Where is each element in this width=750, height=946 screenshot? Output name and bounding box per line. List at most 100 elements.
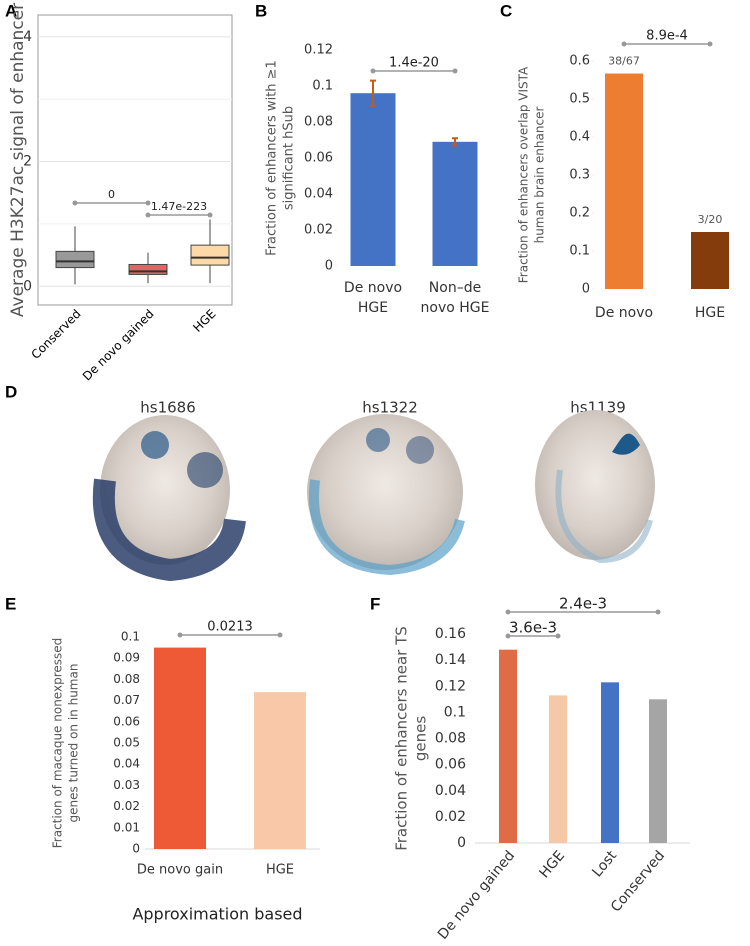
x-tick-label: Lost: [589, 847, 620, 880]
x-tick-label: HGE: [358, 300, 388, 316]
y-tick-label: 0.5: [569, 92, 590, 107]
y-tick-label: 0: [23, 278, 32, 294]
y-tick-label: 0.01: [113, 820, 140, 834]
annotation: 1.47e-223: [151, 200, 207, 213]
y-axis-label: genes: [412, 716, 430, 761]
annotation-dot: [72, 200, 78, 206]
annotation: 0.0213: [207, 620, 253, 635]
x-tick-label: HGE: [190, 307, 218, 335]
annotation: 1.4e-20: [389, 56, 439, 71]
x-tick-label: HGE: [695, 305, 725, 321]
y-tick-label: 4: [23, 29, 32, 45]
y-tick-label: 0.12: [435, 678, 466, 694]
annotation-dot: [505, 609, 511, 615]
annotation: 8.9e-4: [646, 29, 688, 44]
x-tick-label: De novo gained: [435, 848, 518, 943]
box: [55, 250, 95, 269]
bar: [649, 699, 667, 843]
annotation-dot: [277, 632, 283, 638]
annotation-dot: [145, 200, 151, 206]
y-tick-label: 0.08: [435, 731, 466, 747]
y-tick-label: 0.06: [304, 151, 333, 166]
image-label: hs1686: [140, 399, 196, 417]
y-tick-label: 0: [325, 259, 333, 274]
box: [128, 263, 168, 275]
x-tick-label: novo HGE: [421, 300, 490, 316]
x-tick-label: De novo: [595, 305, 653, 321]
y-tick-label: 0.03: [113, 778, 140, 792]
annotation-dot: [655, 609, 661, 615]
y-tick-label: 0.02: [435, 809, 466, 825]
y-tick-label: 0.1: [444, 704, 466, 720]
panel-letter: B: [255, 1, 267, 20]
y-tick-label: 0.04: [113, 757, 140, 771]
y-tick-label: 0.05: [113, 736, 140, 750]
y-tick-label: 0.1: [121, 630, 140, 644]
annotation-dot: [452, 68, 458, 74]
annotation-dot: [177, 632, 183, 638]
x-tick-label: HGE: [266, 863, 294, 878]
y-tick-label: 0.07: [113, 693, 140, 707]
y-tick-label: 2: [23, 154, 32, 170]
y-axis-label: significant hSub: [282, 106, 297, 210]
annotation-dot: [621, 41, 627, 47]
error-bar: [452, 137, 458, 147]
error-bar: [370, 79, 376, 107]
y-tick-label: 0.1: [312, 79, 333, 94]
bar: [254, 692, 306, 849]
y-tick-label: 0: [132, 842, 140, 856]
annotation: 3.6e-3: [509, 619, 557, 637]
x-tick-label: De novo: [344, 280, 402, 296]
y-tick-label: 0.04: [304, 187, 333, 202]
y-tick-label: 0.16: [435, 626, 466, 642]
bar: [350, 93, 396, 266]
bar: [432, 141, 478, 266]
y-axis-label: Fraction of enhancers near TS: [393, 626, 411, 851]
y-axis-label: Average H3K27ac signal of enhancer: [8, 3, 28, 317]
y-tick-label: 0.4: [569, 130, 590, 145]
embryo-image: [307, 414, 465, 576]
annotation-dot: [370, 68, 376, 74]
embryo-image: [92, 415, 246, 582]
annotation: 2.4e-3: [559, 595, 607, 613]
box: [190, 244, 230, 266]
y-tick-label: 0.09: [113, 651, 140, 665]
y-tick-label: 0: [582, 282, 590, 297]
panel-letter: F: [370, 594, 380, 613]
y-tick-label: 0.3: [569, 168, 590, 183]
embryo-image: [535, 410, 655, 564]
x-tick-label: HGE: [536, 848, 568, 881]
y-tick-label: 0.02: [113, 799, 140, 813]
annotation-dot: [707, 41, 713, 47]
x-tick-label: De novo gain: [137, 863, 223, 878]
annotation-dot: [207, 212, 213, 218]
y-tick-label: 0.06: [113, 714, 140, 728]
x-axis-label: Approximation based: [132, 905, 302, 924]
plot-frame: [37, 14, 233, 306]
bar: [549, 695, 567, 843]
y-tick-label: 0.02: [304, 223, 333, 238]
y-tick-label: 0.6: [569, 54, 590, 69]
x-tick-label: Conserved: [28, 307, 83, 362]
y-tick-label: 0.08: [113, 672, 140, 686]
y-axis-label: Fraction of enhancers with ≥1: [265, 60, 280, 256]
bar: [154, 647, 206, 849]
bar: [691, 232, 729, 289]
y-axis-label: human brain enhancer: [533, 107, 547, 244]
y-tick-label: 0: [457, 835, 466, 851]
y-tick-label: 0.1: [569, 244, 590, 259]
panel-letter: C: [500, 1, 512, 20]
annotation-dot: [145, 212, 151, 218]
bar: [499, 649, 517, 843]
y-tick-label: 0.12: [304, 43, 333, 58]
x-tick-label: Non–de: [429, 280, 481, 296]
value-label: 38/67: [608, 55, 640, 68]
y-tick-label: 0.06: [435, 757, 466, 773]
panel-letter: A: [5, 1, 17, 20]
y-axis-label: genes turned on in human: [67, 664, 81, 823]
y-tick-label: 0.2: [569, 206, 590, 221]
panel-letter: E: [5, 594, 16, 613]
y-axis-label: Fraction of macaque nonexpressed: [51, 638, 65, 849]
annotation-dot: [555, 633, 561, 639]
